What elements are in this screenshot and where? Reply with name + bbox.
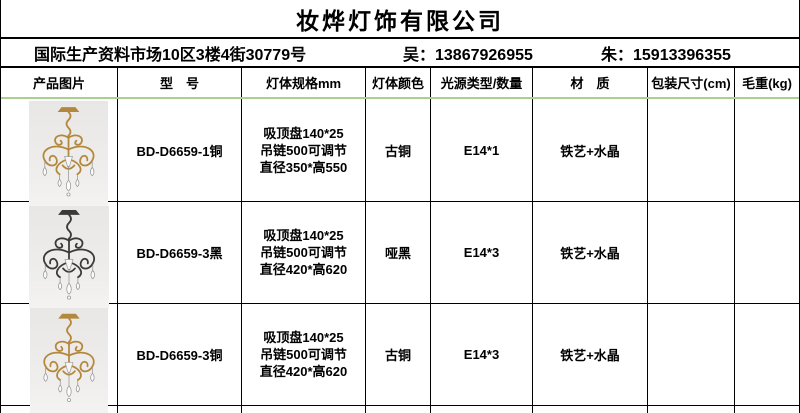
column-header-spec: 灯体规格mm xyxy=(242,68,366,97)
cell-light-source: E14*1 xyxy=(431,99,533,201)
column-header-body-color: 灯体颜色 xyxy=(366,68,431,97)
cell-model: BD-D6659-3铜 xyxy=(118,304,242,405)
cell-weight xyxy=(735,304,799,405)
column-header-packing: 包装尺寸(cm) xyxy=(648,68,735,97)
cell-weight xyxy=(735,202,799,303)
column-header-light-source: 光源类型/数量 xyxy=(431,68,533,97)
cell-product-image xyxy=(1,304,118,405)
cell-body-color: 古铜 xyxy=(366,99,431,201)
spec-line: 吊链500可调节 xyxy=(260,142,347,158)
cell-spec: 吸顶盘140*25 吊链500可调节 直径420*高620 xyxy=(242,202,366,303)
cell-model: BD-D6659-1铜 xyxy=(118,99,242,201)
cell-model: BD-D6659-3黑 xyxy=(118,202,242,303)
table-header-row: 产品图片 型 号 灯体规格mm 灯体颜色 光源类型/数量 材 质 包装尺寸(cm… xyxy=(1,68,799,99)
table-row: BD-D6659-3黑 吸顶盘140*25 吊链500可调节 直径420*高62… xyxy=(1,202,799,304)
table-row: BD-D6659-1铜 吸顶盘140*25 吊链500可调节 直径350*高55… xyxy=(1,99,799,202)
cell-product-image xyxy=(1,99,118,201)
product-photo xyxy=(29,206,109,309)
column-header-weight: 毛重(kg) xyxy=(742,76,792,91)
contact-phone-zhu: 朱：15913396355 xyxy=(601,46,731,64)
cell-spec: 吸顶盘140*25 吊链500可调节 直径350*高550 xyxy=(242,99,366,201)
table-row: BD-D6659-3铜 吸顶盘140*25 吊链500可调节 直径420*高62… xyxy=(1,304,799,406)
spec-line: 吸顶盘140*25 xyxy=(263,125,344,141)
column-header-model: 型 号 xyxy=(118,68,242,97)
cell-body-color: 古铜 xyxy=(366,304,431,405)
spec-line: 吸顶盘140*25 xyxy=(263,330,344,345)
column-header-material: 材 质 xyxy=(533,68,648,97)
contact-phone-wu: 吴：13867926955 xyxy=(403,46,533,64)
cell-material: 铁艺+水晶 xyxy=(533,202,648,303)
chandelier-image xyxy=(42,209,96,301)
spec-line: 直径420*高620 xyxy=(259,262,348,277)
cell-weight xyxy=(735,99,799,201)
contact-bar: 国际生产资料市场10区3楼4街30779号 吴：13867926955 朱：15… xyxy=(1,39,799,68)
cell-body-color: 哑黑 xyxy=(366,202,431,303)
cell-light-source: E14*3 xyxy=(431,202,533,303)
cell-spec: 吸顶盘140*25 吊链500可调节 直径420*高620 xyxy=(242,304,366,405)
spec-line: 吸顶盘140*25 xyxy=(263,228,344,243)
company-title: 妆烨灯饰有限公司 xyxy=(1,0,799,39)
cell-product-image xyxy=(1,202,118,303)
product-photo xyxy=(30,308,108,413)
company-address: 国际生产资料市场10区3楼4街30779号 xyxy=(34,46,307,64)
column-header-image: 产品图片 xyxy=(1,68,118,97)
cell-material: 铁艺+水晶 xyxy=(533,304,648,405)
cell-packing xyxy=(648,99,735,201)
cell-material: 铁艺+水晶 xyxy=(533,99,648,201)
spec-line: 直径350*高550 xyxy=(259,159,348,175)
spec-line: 直径420*高620 xyxy=(259,364,348,379)
cell-packing xyxy=(648,304,735,405)
cell-light-source: E14*3 xyxy=(431,304,533,405)
product-photo xyxy=(29,101,108,208)
partial-next-row xyxy=(1,406,799,413)
cell-packing xyxy=(648,202,735,303)
chandelier-image xyxy=(42,312,96,403)
spec-line: 吊链500可调节 xyxy=(260,347,347,362)
spec-line: 吊链500可调节 xyxy=(260,245,347,260)
chandelier-image xyxy=(42,106,95,197)
